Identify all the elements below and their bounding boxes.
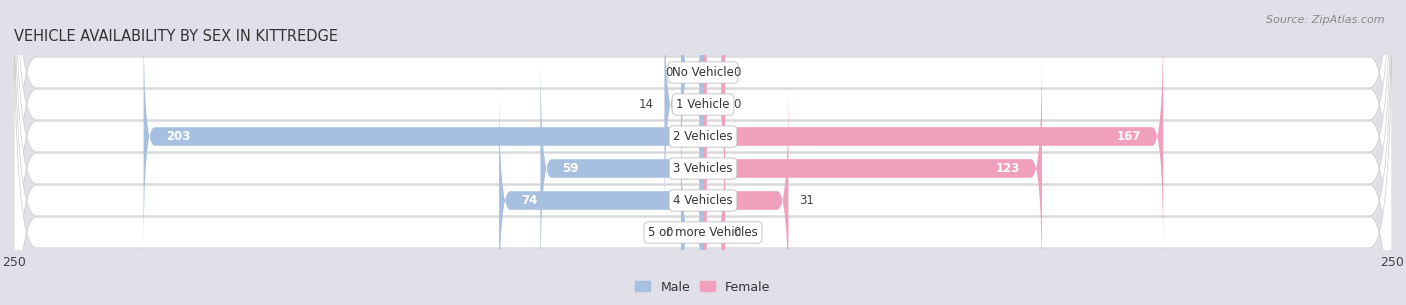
FancyBboxPatch shape	[540, 50, 703, 287]
Text: 59: 59	[562, 162, 579, 175]
Text: No Vehicle: No Vehicle	[672, 66, 734, 79]
Text: 0: 0	[734, 66, 741, 79]
Text: 14: 14	[638, 98, 654, 111]
FancyBboxPatch shape	[143, 18, 703, 255]
FancyBboxPatch shape	[14, 0, 1392, 305]
Text: 1 Vehicle: 1 Vehicle	[676, 98, 730, 111]
Text: 123: 123	[995, 162, 1019, 175]
Text: 4 Vehicles: 4 Vehicles	[673, 194, 733, 207]
Text: 203: 203	[166, 130, 190, 143]
FancyBboxPatch shape	[703, 50, 1042, 287]
Text: 167: 167	[1116, 130, 1142, 143]
Text: 31: 31	[800, 194, 814, 207]
Text: VEHICLE AVAILABILITY BY SEX IN KITTREDGE: VEHICLE AVAILABILITY BY SEX IN KITTREDGE	[14, 29, 337, 44]
FancyBboxPatch shape	[703, 0, 725, 223]
FancyBboxPatch shape	[499, 82, 703, 305]
FancyBboxPatch shape	[681, 0, 703, 191]
FancyBboxPatch shape	[14, 0, 1392, 305]
Text: 0: 0	[665, 226, 672, 239]
Text: 0: 0	[734, 98, 741, 111]
FancyBboxPatch shape	[681, 114, 703, 305]
Text: 0: 0	[665, 66, 672, 79]
Legend: Male, Female: Male, Female	[630, 275, 776, 299]
Text: 2 Vehicles: 2 Vehicles	[673, 130, 733, 143]
FancyBboxPatch shape	[665, 0, 703, 223]
Text: 3 Vehicles: 3 Vehicles	[673, 162, 733, 175]
Text: 74: 74	[522, 194, 537, 207]
FancyBboxPatch shape	[14, 0, 1392, 305]
Text: 0: 0	[734, 226, 741, 239]
Text: Source: ZipAtlas.com: Source: ZipAtlas.com	[1267, 15, 1385, 25]
FancyBboxPatch shape	[14, 0, 1392, 305]
FancyBboxPatch shape	[14, 0, 1392, 305]
Text: 5 or more Vehicles: 5 or more Vehicles	[648, 226, 758, 239]
FancyBboxPatch shape	[703, 18, 1163, 255]
FancyBboxPatch shape	[703, 0, 725, 191]
FancyBboxPatch shape	[703, 82, 789, 305]
FancyBboxPatch shape	[14, 0, 1392, 305]
FancyBboxPatch shape	[703, 114, 725, 305]
